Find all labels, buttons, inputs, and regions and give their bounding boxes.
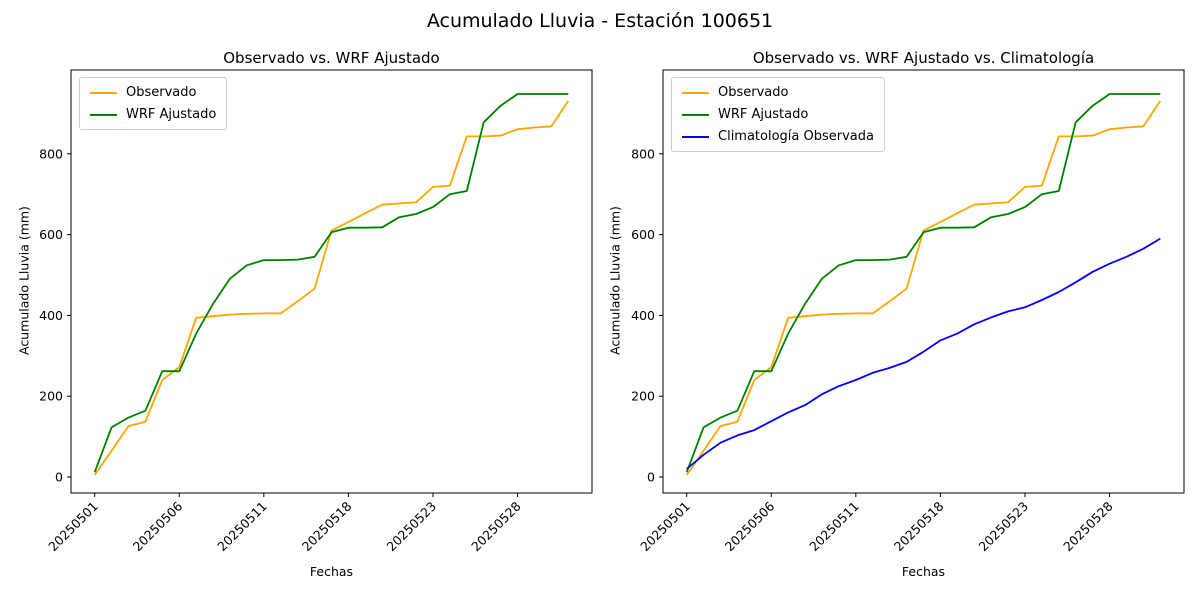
legend: Observado WRF Ajustado Climatología Obse… [671,77,885,152]
series-line-observado [93,100,570,476]
y-tick-label: 200 [631,389,655,404]
y-tick-label: 0 [55,470,63,485]
figure-title: Acumulado Lluvia - Estación 100651 [426,10,774,32]
series-line-wrf-ajustado [685,93,1161,473]
y-tick-label: 200 [39,389,63,404]
x-tick-label: 20250506 [722,498,778,554]
legend-label: WRF Ajustado [718,107,809,122]
left-x-axis-label: Fechas [309,564,354,579]
x-tick-label: 20250518 [299,498,355,554]
legend-entry: Observado [682,84,874,101]
series-line-climatolog-a-observada [686,237,1161,470]
y-tick-label: 400 [631,308,655,323]
legend-entry: WRF Ajustado [682,106,874,123]
series-line-observado [685,100,1162,476]
left-y-axis-label: Acumulado Lluvia (mm) [16,206,32,355]
x-tick-label: 20250511 [806,499,862,555]
legend-line-swatch [90,113,117,116]
legend-line-swatch [682,135,709,138]
x-tick-label: 20250528 [1060,498,1116,554]
y-tick-label: 400 [39,308,63,323]
x-tick-label: 20250511 [214,499,270,555]
legend-line-swatch [682,91,709,94]
x-tick-label: 20250501 [637,499,693,555]
x-tick-label: 20250501 [45,499,101,555]
right-y-axis-label: Acumulado Lluvia (mm) [607,206,623,355]
left-plot-title: Observado vs. WRF Ajustado [223,49,440,67]
y-tick-label: 800 [39,146,63,161]
legend-label: Observado [718,85,789,100]
legend: Observado WRF Ajustado [79,77,228,130]
legend-label: Climatología Observada [718,129,874,144]
x-tick-label: 20250523 [976,499,1032,555]
x-tick-label: 20250518 [891,498,947,554]
y-tick-label: 800 [631,146,655,161]
axes-spines [662,69,1185,494]
legend-entry: Climatología Observada [682,128,874,145]
series-line-wrf-ajustado [93,93,569,473]
y-tick-label: 0 [647,470,655,485]
x-tick-label: 20250528 [468,498,524,554]
axes-spines [70,69,593,494]
y-tick-label: 600 [631,227,655,242]
legend-line-swatch [682,113,709,116]
legend-line-swatch [90,91,117,94]
right-x-axis-label: Fechas [901,564,946,579]
legend-label: WRF Ajustado [126,107,217,122]
y-tick-label: 600 [39,227,63,242]
right-plot-title: Observado vs. WRF Ajustado vs. Climatolo… [752,49,1095,67]
x-tick-label: 20250523 [384,499,440,555]
legend-entry: Observado [90,84,216,101]
legend-entry: WRF Ajustado [90,106,216,123]
x-tick-label: 20250506 [130,498,186,554]
legend-label: Observado [126,85,197,100]
